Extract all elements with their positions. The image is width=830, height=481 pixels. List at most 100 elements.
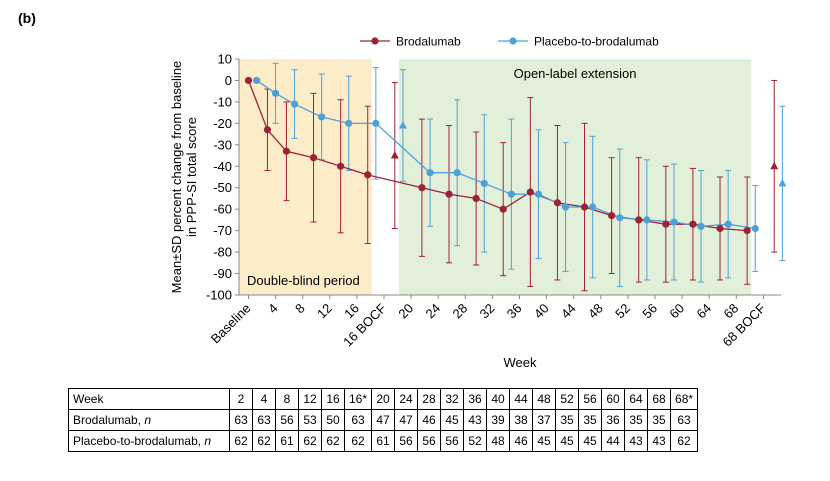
table-cell: 43 (624, 430, 649, 452)
table-cell: 61 (275, 430, 299, 452)
table-cell: 24 (394, 388, 419, 410)
y-tick-label: 0 (225, 73, 232, 88)
y-tick-label: -20 (213, 116, 232, 131)
data-point (751, 224, 759, 233)
region-label-1: Open-label extension (514, 66, 637, 81)
x-tick-label: 64 (693, 301, 714, 322)
data-point (507, 190, 515, 198)
table-cell: 40 (486, 388, 511, 410)
table-cell: 62 (252, 430, 276, 452)
y-axis-label-line: Mean±SD percent change from baseline (169, 61, 184, 294)
y-tick-label: -70 (213, 223, 232, 238)
table-cell: 68* (670, 388, 699, 410)
table-cell: 62 (229, 430, 253, 452)
x-tick-label: 44 (558, 301, 579, 322)
y-tick-label: -40 (213, 159, 232, 174)
data-point (697, 222, 705, 230)
table-cell: 35 (624, 409, 649, 431)
table-cell: 2 (229, 388, 253, 410)
y-tick-label: -60 (213, 202, 232, 217)
table-cell: 56 (394, 430, 419, 452)
data-point (426, 169, 434, 177)
data-point (445, 190, 453, 198)
data-point (290, 100, 299, 108)
x-tick-label: 8 (292, 301, 308, 317)
table-cell: 8 (275, 388, 299, 410)
x-tick-label: 12 (314, 301, 335, 322)
data-point (263, 126, 272, 134)
table-cell: 53 (298, 409, 322, 431)
table-cell: 44 (601, 430, 626, 452)
table-cell: 16 (321, 388, 345, 410)
bocf-point (778, 178, 787, 187)
data-point (244, 76, 253, 85)
data-point (643, 216, 651, 224)
table-cell: 52 (555, 388, 580, 410)
legend-label: Brodalumab (396, 35, 461, 49)
table-cell: 4 (252, 388, 276, 410)
data-point (271, 89, 280, 97)
table-cell: 62 (343, 430, 373, 452)
x-tick-label: 24 (422, 301, 443, 322)
data-point (670, 218, 678, 226)
table-cell: 44 (509, 388, 534, 410)
data-point (662, 220, 670, 228)
table-cell: 45 (555, 430, 580, 452)
table-cell: 56 (275, 409, 299, 431)
table-cell: 39 (486, 409, 511, 431)
bocf-point (770, 161, 779, 170)
y-tick-label: -50 (213, 180, 232, 195)
data-point (716, 224, 724, 233)
table-cell: 56 (578, 388, 603, 410)
table-cell: 45 (532, 430, 557, 452)
y-axis-label-line: in PPP-SI total score (184, 117, 199, 237)
x-tick-label: 68 (721, 301, 742, 322)
table-cell: 64 (624, 388, 649, 410)
y-tick-label: 10 (218, 52, 232, 67)
table-cell: 20 (371, 388, 396, 410)
data-point (499, 205, 507, 213)
table-cell: 63 (229, 409, 253, 431)
region-0 (239, 59, 372, 295)
table-cell: 63 (670, 409, 699, 431)
table-cell: 45 (440, 409, 465, 431)
table-row: Placebo-to-brodalumab, n 62 62 61 62 62 62 61 56… (68, 430, 699, 452)
x-tick-label: 20 (395, 301, 416, 322)
y-tick-label: -10 (213, 94, 232, 109)
table-cell: 47 (371, 409, 396, 431)
table-cell: 56 (440, 430, 465, 452)
table-cell: 46 (417, 409, 442, 431)
x-tick-label: 4 (265, 301, 281, 317)
bocf-point (390, 151, 399, 159)
x-tick-label: 56 (639, 301, 660, 322)
table-cell: 38 (509, 409, 534, 431)
data-point (472, 194, 480, 203)
y-tick-label: -90 (213, 266, 232, 281)
x-tick-label: 48 (585, 301, 606, 322)
x-tick-label: Baseline (208, 301, 254, 347)
data-point (418, 184, 426, 192)
table-cell: 43 (463, 409, 488, 431)
table-cell: 62 (321, 430, 345, 452)
table-cell: 52 (463, 430, 488, 452)
table-cell: 32 (440, 388, 465, 410)
region-1 (398, 59, 752, 295)
table-cell: 36 (463, 388, 488, 410)
x-tick-label: 32 (477, 301, 498, 322)
patient-count-table: Week 2 4 8 12 16 16* 20 24 28 32 36 40 44 48 52 56 60 64 68… (68, 388, 699, 452)
x-tick-label: 40 (531, 301, 552, 322)
chart-legend: Brodalumab Placebo-to-brodalumab (360, 35, 659, 49)
data-point (689, 220, 697, 228)
table-row-label: Brodalumab, n (68, 409, 230, 431)
x-axis-label: Week (504, 355, 537, 370)
bocf-point (398, 121, 407, 129)
table-cell: 48 (532, 388, 557, 410)
table-cell: 62 (670, 430, 699, 452)
x-tick-label: 36 (504, 301, 525, 322)
table-cell: 35 (555, 409, 580, 431)
data-point (337, 162, 345, 170)
table-row-label: Placebo-to-brodalumab, n (68, 430, 230, 452)
table-cell: 60 (601, 388, 626, 410)
legend-marker (371, 37, 379, 45)
y-tick-label: -100 (206, 288, 232, 303)
